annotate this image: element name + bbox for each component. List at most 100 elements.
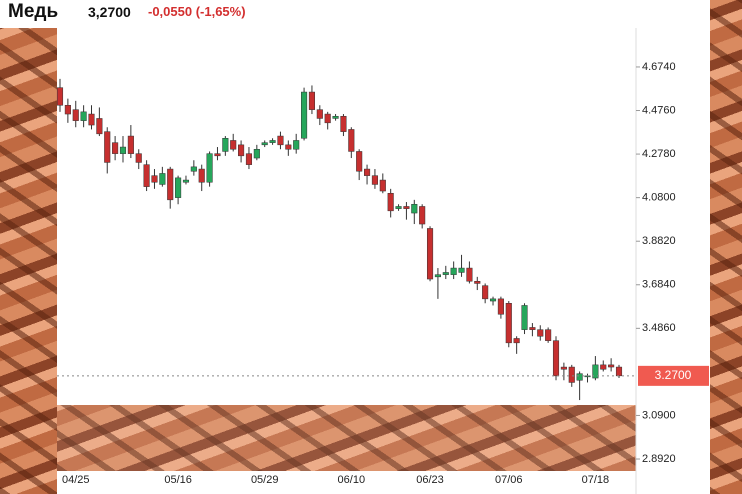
candle-body — [489, 298, 497, 302]
candle-body — [356, 151, 363, 172]
candle-body — [119, 146, 127, 154]
candle-body — [143, 164, 150, 187]
y-tick-label: 2.8920 — [642, 453, 676, 465]
x-label-bg — [248, 473, 281, 487]
candle-body — [308, 91, 315, 110]
candle-body — [419, 206, 426, 225]
candle-body — [458, 267, 465, 273]
x-label-bg — [335, 473, 368, 487]
candle-body — [127, 135, 134, 154]
x-label-bg — [492, 473, 525, 487]
candle-body — [96, 118, 103, 135]
candle-body — [245, 153, 253, 165]
y-tick-label: 4.0800 — [642, 192, 676, 204]
candle-body — [277, 135, 284, 146]
candle-body — [206, 153, 213, 183]
candle-body — [198, 168, 205, 183]
candle-body — [301, 91, 308, 139]
header: Медь 3,2700 -0,0550 (-1,65%) — [0, 0, 710, 28]
candle-body — [238, 144, 245, 157]
candle-body — [104, 131, 111, 163]
candle-body — [285, 144, 292, 150]
candle-body — [545, 329, 552, 341]
y-tick-label: 3.8820 — [642, 235, 676, 247]
x-label-bg — [59, 473, 92, 487]
candle-body — [466, 267, 473, 282]
candle-body — [608, 364, 615, 368]
candle-body — [450, 267, 457, 275]
title: Медь — [8, 1, 59, 22]
candle-body — [521, 305, 528, 330]
candle-body — [230, 140, 237, 150]
x-tick-label: 07/06 — [495, 474, 523, 486]
candle-body — [167, 168, 174, 201]
candle-body — [513, 338, 520, 344]
candle-body — [576, 373, 583, 381]
candle-body — [112, 142, 119, 154]
candle-body — [592, 364, 599, 379]
candle-body — [411, 203, 418, 214]
candle-body — [222, 137, 229, 152]
candle-body — [316, 109, 323, 119]
candle-body — [182, 179, 190, 183]
x-tick-label: 07/18 — [582, 474, 610, 486]
candle-body — [364, 168, 371, 176]
candle-body — [537, 329, 544, 337]
x-tick-label: 04/25 — [62, 474, 90, 486]
candle-body — [560, 366, 567, 370]
candle-body — [253, 148, 260, 159]
candle-body — [332, 115, 339, 119]
candle-body — [293, 140, 300, 150]
candle-body — [552, 340, 560, 377]
candle-body — [190, 166, 197, 172]
candle-body — [529, 327, 536, 330]
candle-body — [615, 366, 623, 377]
change: -0,0550 (-1,65%) — [148, 4, 246, 19]
candle-body — [497, 298, 504, 315]
x-label-bg — [579, 473, 612, 487]
candle-body — [442, 272, 449, 275]
y-tick-label: 4.2780 — [642, 148, 676, 160]
x-tick-label: 05/16 — [164, 474, 192, 486]
candle-body — [159, 173, 166, 185]
last-price-box — [638, 365, 709, 386]
y-tick-label: 3.0900 — [642, 409, 676, 421]
candle-body — [568, 366, 575, 383]
copper-background — [710, 0, 742, 494]
candle-body — [64, 104, 71, 115]
candle-body — [324, 113, 331, 124]
candle-body — [340, 115, 347, 132]
candle-body — [151, 175, 158, 183]
candle-body — [474, 281, 481, 284]
candle-body — [403, 206, 410, 209]
y-tick-label: 4.4760 — [642, 104, 676, 116]
candle-body — [261, 142, 268, 146]
y-tick-label: 3.4860 — [642, 322, 676, 334]
candle-body — [379, 179, 386, 192]
copper-background — [57, 405, 636, 471]
x-tick-label: 06/10 — [338, 474, 366, 486]
candle-body — [135, 153, 142, 163]
candle-body — [395, 206, 402, 209]
candle-body — [348, 129, 355, 152]
last-price-label: 3.2700 — [655, 368, 692, 382]
candle-body — [505, 303, 512, 344]
y-tick-label: 4.6740 — [642, 61, 676, 73]
candle-body — [56, 87, 64, 106]
candle-body — [214, 153, 221, 157]
x-label-bg — [414, 473, 447, 487]
x-label-bg — [162, 473, 195, 487]
x-tick-label: 05/29 — [251, 474, 279, 486]
price: 3,2700 — [88, 4, 131, 20]
candle-body — [80, 111, 87, 121]
candle-body — [387, 192, 394, 212]
x-tick-label: 06/23 — [416, 474, 444, 486]
candle-body — [269, 140, 276, 143]
candle-body — [600, 364, 607, 370]
candle-body — [72, 109, 79, 121]
candle-body — [434, 274, 441, 278]
y-tick-label: 3.6840 — [642, 279, 676, 291]
candle-body — [426, 228, 434, 280]
